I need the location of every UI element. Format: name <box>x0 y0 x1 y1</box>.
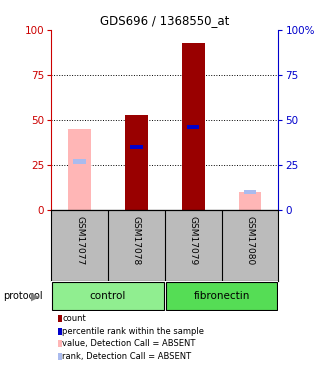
Text: GSM17077: GSM17077 <box>75 216 84 265</box>
Text: rank, Detection Call = ABSENT: rank, Detection Call = ABSENT <box>62 352 191 361</box>
Text: protocol: protocol <box>3 291 43 301</box>
Text: count: count <box>62 314 86 323</box>
Bar <box>187 125 199 129</box>
Bar <box>125 115 148 210</box>
Text: fibronectin: fibronectin <box>193 291 250 301</box>
Bar <box>244 190 256 194</box>
FancyBboxPatch shape <box>166 282 277 310</box>
Bar <box>73 159 86 164</box>
Bar <box>182 43 204 210</box>
Text: GSM17079: GSM17079 <box>189 216 198 265</box>
Text: value, Detection Call = ABSENT: value, Detection Call = ABSENT <box>62 339 196 348</box>
Title: GDS696 / 1368550_at: GDS696 / 1368550_at <box>100 15 229 27</box>
Text: GSM17080: GSM17080 <box>245 216 254 265</box>
FancyBboxPatch shape <box>52 282 164 310</box>
Text: GSM17078: GSM17078 <box>132 216 141 265</box>
Bar <box>239 192 261 210</box>
Text: percentile rank within the sample: percentile rank within the sample <box>62 327 204 336</box>
Bar <box>130 145 143 149</box>
Text: control: control <box>90 291 126 301</box>
Bar <box>68 129 91 210</box>
Text: ▶: ▶ <box>31 291 40 301</box>
